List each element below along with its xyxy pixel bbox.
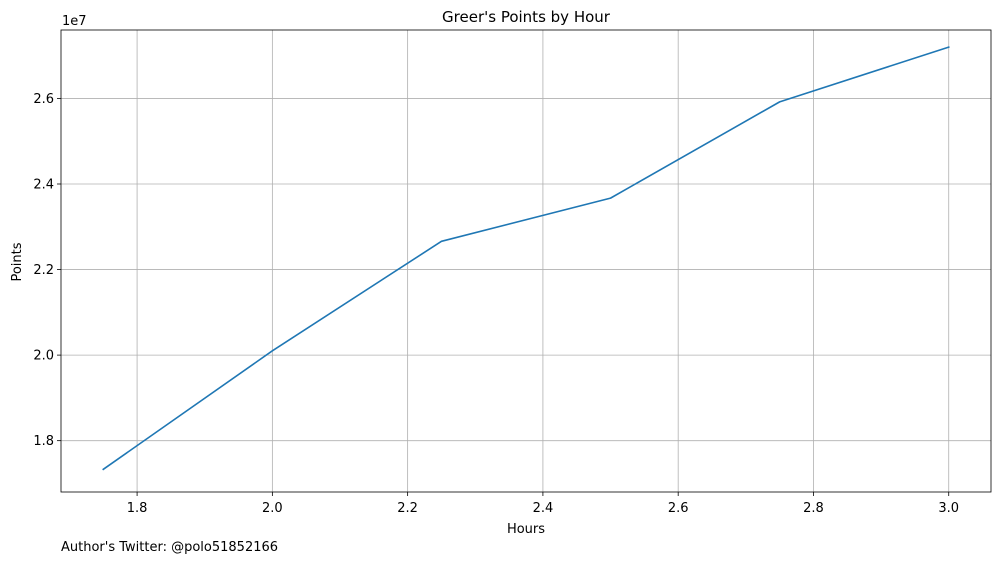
y-axis-label: Points xyxy=(10,242,25,281)
x-tick-label: 2.2 xyxy=(397,501,418,516)
plot-frame xyxy=(60,29,992,493)
tick-marks: 1.8 2.0 2.2 2.4 2.6 2.8 3.0 1.8 2.0 2.2 2.4 2.6 xyxy=(33,92,959,516)
x-axis-label: Hours xyxy=(507,522,545,537)
y-tick-label: 2.4 xyxy=(33,178,54,193)
x-tick-label: 2.6 xyxy=(668,501,689,516)
x-tick-label: 2.0 xyxy=(262,501,283,516)
x-tick-label: 3.0 xyxy=(938,501,959,516)
series-line-points xyxy=(102,46,950,471)
y-tick-label: 2.6 xyxy=(33,92,54,107)
x-tick-label: 2.8 xyxy=(803,501,824,516)
y-tick-label: 2.0 xyxy=(33,349,54,364)
y-axis-offset-label: 1e7 xyxy=(62,14,87,29)
series-layer xyxy=(102,46,950,471)
y-tick-label: 1.8 xyxy=(33,434,54,449)
author-twitter-credit: Author's Twitter: @polo51852166 xyxy=(61,540,278,555)
grid-lines xyxy=(61,30,991,492)
x-tick-label: 1.8 xyxy=(127,501,148,516)
chart-title: Greer's Points by Hour xyxy=(442,8,611,26)
y-tick-label: 2.2 xyxy=(33,263,54,278)
x-tick-label: 2.4 xyxy=(533,501,554,516)
